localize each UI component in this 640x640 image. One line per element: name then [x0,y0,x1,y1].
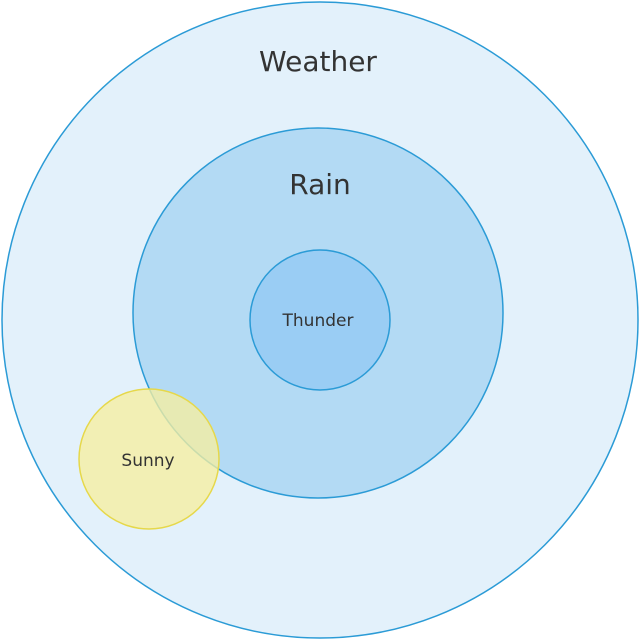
thunder-circle [249,249,391,391]
thunder-label: Thunder [282,311,354,331]
rain-label: Rain [289,168,351,201]
sunny-label: Sunny [121,451,174,471]
weather-label: Weather [259,45,377,78]
sunny-circle [78,388,220,530]
